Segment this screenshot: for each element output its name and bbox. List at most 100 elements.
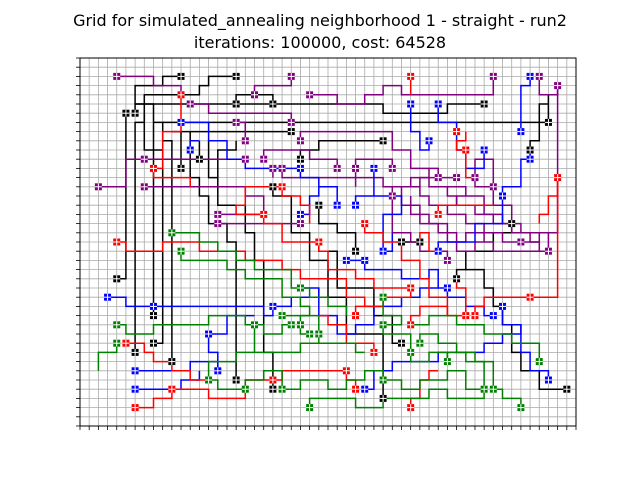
wire-blue <box>363 260 448 289</box>
gate-red <box>131 404 139 412</box>
wire-blue <box>409 104 430 151</box>
gate-black <box>168 358 176 366</box>
gate-blue <box>489 312 497 320</box>
wire-blue <box>446 288 494 317</box>
wire-red <box>318 314 375 353</box>
gate-red <box>434 210 442 218</box>
wire-purple <box>116 75 182 95</box>
chart-title: Grid for simulated_annealing neighborhoo… <box>73 11 567 30</box>
gate-blue <box>544 376 552 384</box>
gate-black <box>379 137 387 145</box>
wire-red <box>354 305 384 316</box>
gate-blue <box>333 201 341 209</box>
gate-green <box>168 229 176 237</box>
gate-purple <box>287 72 295 80</box>
wire-green <box>282 370 384 390</box>
wire-blue <box>520 76 531 132</box>
wire-green <box>116 314 255 335</box>
gate-black <box>232 72 240 80</box>
wire-red <box>455 131 467 151</box>
gate-purple <box>453 174 461 182</box>
gate-purple <box>260 155 268 163</box>
wire-purple <box>262 149 338 169</box>
wire-black <box>465 268 567 390</box>
wire-red <box>455 278 467 316</box>
gate-green <box>278 385 286 393</box>
gate-red <box>342 367 350 375</box>
gate-black <box>315 201 323 209</box>
gate-blue <box>296 210 304 218</box>
gate-black <box>352 247 360 255</box>
wires <box>97 75 567 409</box>
gate-green <box>517 404 525 412</box>
gate-purple <box>140 183 148 191</box>
gate-blue <box>425 137 433 145</box>
wire-blue <box>501 306 550 380</box>
gate-purple <box>434 174 442 182</box>
wire-black <box>134 75 237 353</box>
wire-red <box>530 177 559 298</box>
gate-blue <box>526 155 534 163</box>
gate-black <box>177 164 185 172</box>
gate-purple <box>489 72 497 80</box>
gate-green <box>407 348 415 356</box>
wire-black <box>318 242 402 344</box>
gate-blue <box>149 302 157 310</box>
wire-red <box>474 296 531 316</box>
wire-green <box>299 314 320 334</box>
gate-purple <box>140 155 148 163</box>
wire-blue <box>272 287 320 308</box>
gate-purple <box>241 137 249 145</box>
gate-purple <box>517 238 525 246</box>
gate-green <box>480 385 488 393</box>
wire-purple <box>474 158 513 224</box>
wire-green <box>446 351 485 390</box>
gate-black <box>232 100 240 108</box>
axis-ticks <box>76 57 577 430</box>
gate-black <box>269 100 277 108</box>
gate-green <box>278 312 286 320</box>
wire-purple <box>455 195 466 206</box>
wire-black <box>455 223 513 279</box>
gate-black <box>526 146 534 154</box>
wire-black <box>135 103 155 316</box>
gate-red <box>269 376 277 384</box>
wire-purple <box>400 186 549 252</box>
wire-green <box>97 343 118 371</box>
gate-purple <box>489 183 497 191</box>
gate-black <box>480 100 488 108</box>
wire-blue <box>135 360 219 372</box>
gate-red <box>526 293 534 301</box>
gate-blue <box>526 72 534 80</box>
gate-purple <box>554 82 562 90</box>
wire-blue <box>135 370 201 390</box>
gate-blue <box>517 128 525 136</box>
gate-green <box>287 321 295 329</box>
gate-green <box>489 385 497 393</box>
wire-green <box>308 388 485 409</box>
gate-red <box>315 238 323 246</box>
gate-red <box>361 220 369 228</box>
gate-green <box>443 358 451 366</box>
gate-purple <box>278 164 286 172</box>
gate-blue <box>131 385 139 393</box>
gate-purple <box>333 164 341 172</box>
wire-green <box>493 388 522 408</box>
gate-red <box>113 238 121 246</box>
gate-black <box>296 155 304 163</box>
wire-red <box>135 389 173 409</box>
wire-green <box>180 251 311 317</box>
gate-purple <box>544 247 552 255</box>
gate-purple <box>443 256 451 264</box>
gate-black <box>416 238 424 246</box>
gate-black <box>177 72 185 80</box>
wire-green <box>171 232 301 289</box>
gate-blue <box>342 256 350 264</box>
wire-black <box>299 140 384 160</box>
gate-blue <box>499 302 507 310</box>
gate-green <box>535 358 543 366</box>
wire-red <box>152 168 191 187</box>
wire-red <box>363 223 466 317</box>
wire-green <box>318 334 365 354</box>
